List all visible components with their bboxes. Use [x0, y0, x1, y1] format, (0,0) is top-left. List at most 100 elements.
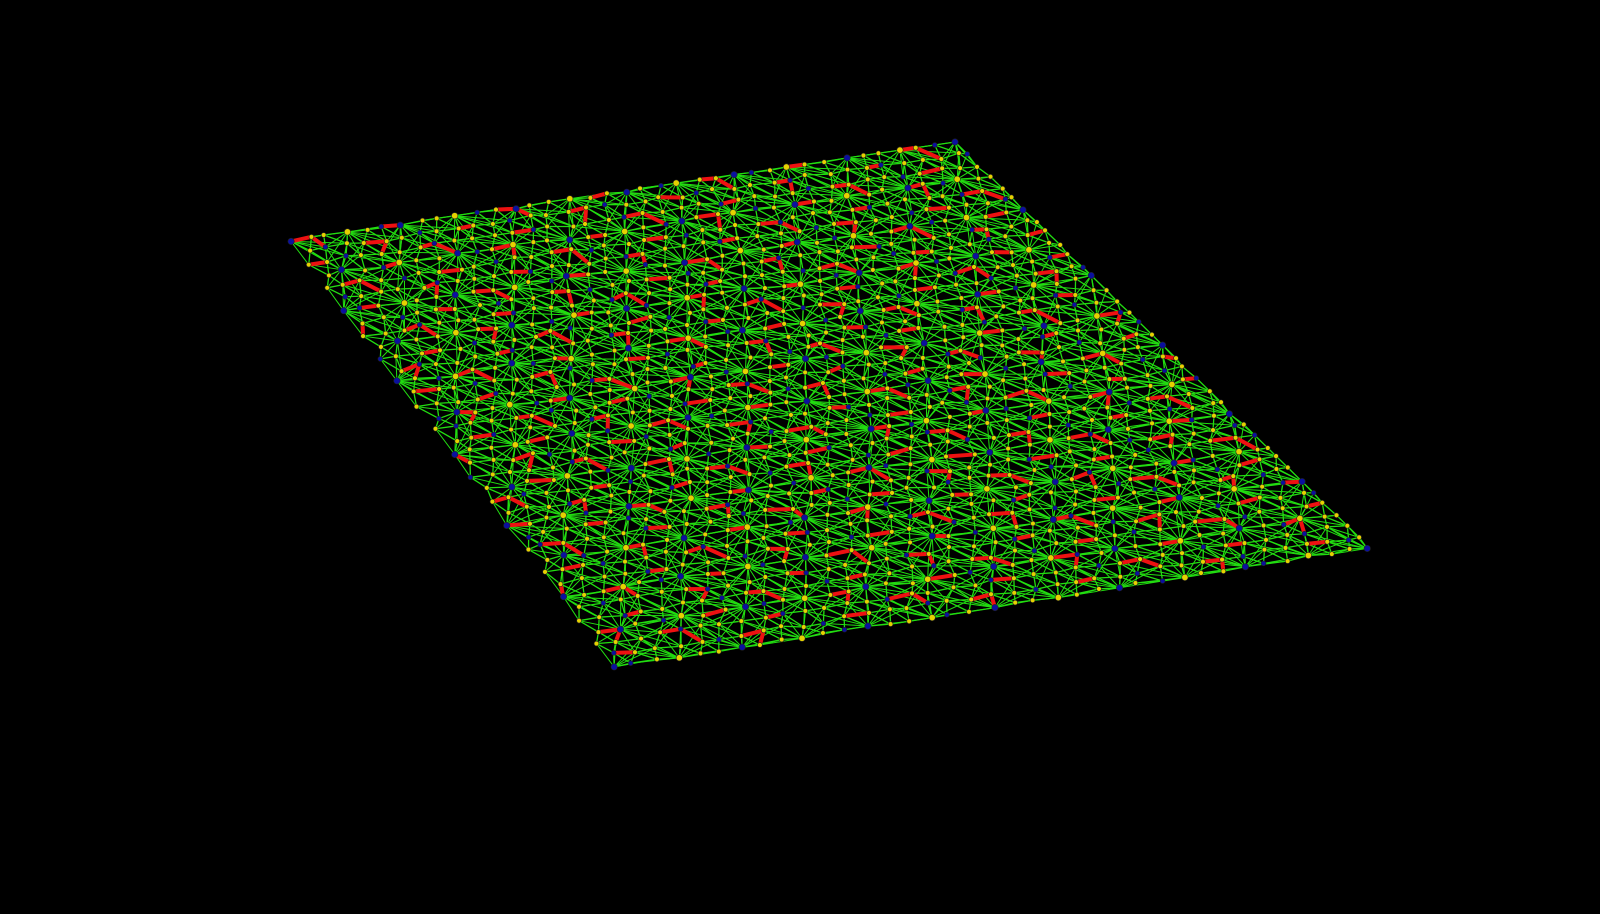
hub-spoke-edge: [698, 203, 734, 214]
mesh-edge: [551, 320, 571, 329]
mesh-edge: [553, 479, 569, 492]
mesh-edge: [886, 554, 908, 560]
mesh-edge: [802, 307, 827, 321]
mesh-edge: [399, 246, 422, 253]
mesh-edge: [1095, 524, 1116, 537]
mesh-edge: [728, 384, 752, 397]
mesh-edge: [1014, 287, 1034, 299]
hub-spoke-edge: [399, 224, 435, 244]
mesh-edge: [785, 376, 806, 389]
mesh-edge: [746, 537, 765, 543]
hub-spoke-edge: [396, 340, 441, 351]
mesh-edge: [701, 641, 720, 653]
mesh-edge: [727, 581, 751, 587]
hub-spoke-edge: [324, 231, 348, 248]
hub-spoke-edge: [438, 271, 456, 296]
mesh-edge: [1074, 499, 1096, 506]
hub-spoke-edge: [907, 187, 927, 210]
mesh-edge: [726, 303, 746, 309]
hub-spoke-edge: [345, 255, 400, 263]
mesh-edge: [383, 316, 387, 335]
hub-spoke-edge: [457, 252, 512, 273]
mesh-edge: [969, 571, 992, 581]
hub-spoke-edge: [1012, 249, 1030, 266]
hub-spoke-edge: [403, 272, 420, 304]
mesh-edge: [457, 319, 479, 330]
hub-spoke-edge: [846, 157, 882, 166]
hub-spoke-edge: [904, 198, 911, 227]
mesh-edge: [702, 241, 724, 257]
hub-spoke-edge: [421, 332, 457, 354]
mesh-edge: [749, 353, 772, 359]
mesh-edge: [747, 312, 768, 319]
mesh-edge: [682, 599, 703, 604]
mesh-edge: [435, 230, 456, 242]
mesh-edge: [661, 206, 683, 213]
mesh-edge: [604, 271, 630, 282]
hub-spoke-edge: [741, 329, 809, 348]
mesh-edge: [645, 434, 671, 438]
mesh-edge: [798, 226, 817, 232]
hub-spoke-edge: [565, 275, 613, 286]
hub-spoke-edge: [799, 251, 821, 285]
mesh-edge: [877, 152, 905, 164]
hub-spoke-edge: [513, 312, 575, 316]
mesh-edge: [589, 284, 614, 291]
hub-spoke-edge: [687, 337, 748, 344]
mesh-edge: [748, 473, 772, 487]
mesh-edge: [627, 517, 647, 520]
hub-spoke-edge: [802, 270, 860, 274]
mesh-edge: [1223, 516, 1246, 520]
mesh-edge: [1256, 448, 1277, 457]
mesh-edge: [704, 359, 727, 364]
hub-spoke-edge: [916, 303, 963, 311]
mesh-edge: [809, 541, 830, 546]
hub-spoke-edge: [909, 225, 933, 252]
hub-spoke-edge: [573, 314, 612, 336]
hub-spoke-edge: [825, 310, 861, 321]
hub-spoke-edge: [568, 211, 571, 241]
mesh-edge: [721, 255, 745, 265]
mesh-edge: [855, 258, 874, 271]
hub-spoke-edge: [613, 347, 629, 365]
mesh-edge: [806, 529, 828, 534]
mesh-edge: [1125, 414, 1153, 424]
mesh-edge: [868, 363, 886, 375]
mesh-edge: [1069, 385, 1091, 398]
hub-spoke-edge: [686, 297, 749, 319]
mesh-edge: [527, 441, 551, 455]
mesh-edge: [1178, 496, 1200, 513]
mesh-edge: [610, 491, 631, 497]
hub-spoke-edge: [681, 192, 697, 222]
mesh-edge: [1033, 542, 1057, 552]
mesh-edge: [954, 574, 977, 587]
hub-spoke-edge: [436, 375, 457, 404]
hub-spoke-edge: [454, 294, 512, 300]
hub-spoke-edge: [626, 307, 629, 334]
mesh-edge: [684, 442, 710, 455]
mesh-edge: [718, 635, 742, 641]
mesh-edge: [639, 187, 659, 198]
mesh-edge: [934, 286, 962, 299]
mesh-edge: [702, 614, 720, 625]
hub-spoke-edge: [399, 224, 438, 232]
hub-spoke-edge: [741, 329, 789, 338]
hub-spoke-edge: [383, 316, 398, 342]
hub-spoke-edge: [778, 257, 801, 285]
mesh-edge: [1044, 373, 1071, 387]
mesh-edge: [643, 474, 652, 492]
hub-spoke-edge: [858, 245, 880, 274]
mesh-edge: [969, 422, 988, 428]
mesh-edge: [706, 481, 731, 493]
hub-spoke-edge: [796, 223, 835, 243]
mesh-edge: [567, 288, 591, 292]
hub-spoke-edge: [454, 215, 511, 222]
mesh-edge: [1321, 502, 1338, 516]
hub-spoke-edge: [649, 316, 689, 339]
mesh-edge: [664, 324, 688, 330]
mesh-edge: [415, 338, 441, 351]
hub-spoke-edge: [938, 255, 977, 276]
hub-spoke-edge: [739, 250, 780, 259]
mesh-edge: [324, 246, 347, 257]
